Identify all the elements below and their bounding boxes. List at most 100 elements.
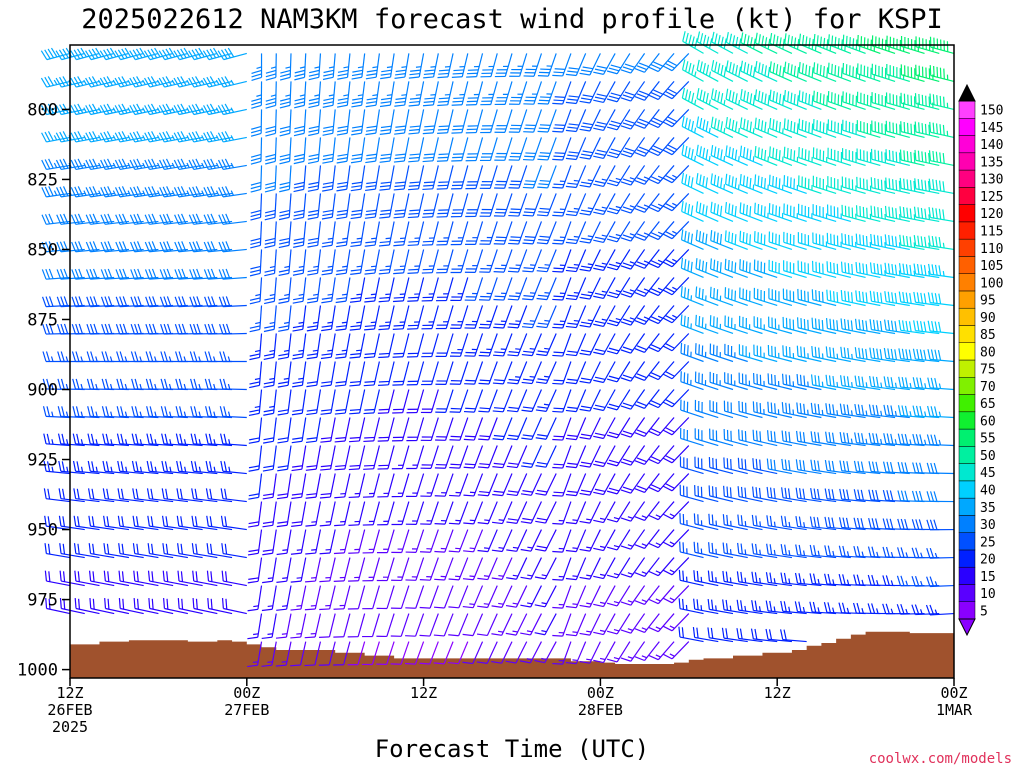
wind-barb bbox=[392, 361, 410, 386]
barb-staff bbox=[314, 557, 322, 582]
wind-barb bbox=[118, 598, 144, 615]
barb-flag bbox=[336, 160, 348, 164]
barb-flag bbox=[650, 64, 661, 70]
barb-staff bbox=[329, 585, 336, 610]
wind-barb bbox=[724, 315, 748, 335]
wind-barb bbox=[507, 361, 528, 385]
barb-staff bbox=[432, 81, 439, 106]
wind-barb bbox=[507, 333, 528, 357]
barb-flag bbox=[335, 300, 347, 304]
barb-half-flag bbox=[83, 79, 87, 85]
barb-staff bbox=[475, 81, 484, 105]
wind-barb bbox=[305, 417, 322, 444]
barb-flag bbox=[650, 260, 661, 266]
barb-flag bbox=[247, 664, 258, 668]
wind-barb bbox=[265, 81, 277, 109]
wind-barb bbox=[174, 268, 203, 280]
barb-staff bbox=[472, 557, 484, 580]
barb-flag bbox=[725, 145, 728, 156]
wind-barb bbox=[606, 53, 631, 75]
barb-staff bbox=[562, 529, 572, 553]
wind-barb bbox=[648, 501, 675, 521]
barb-flag bbox=[423, 209, 435, 212]
barb-flag bbox=[219, 406, 224, 417]
barb-flag bbox=[147, 186, 154, 197]
wind-barb bbox=[219, 378, 247, 391]
barb-half-flag bbox=[627, 572, 634, 575]
barb-staff bbox=[332, 81, 336, 106]
barb-flag bbox=[522, 378, 534, 381]
barb-flag bbox=[694, 38, 698, 49]
barb-flag bbox=[634, 544, 645, 550]
barb-flag bbox=[221, 241, 227, 252]
barb-flag bbox=[667, 88, 678, 95]
barb-flag bbox=[335, 356, 346, 359]
wind-barb bbox=[333, 613, 351, 638]
wind-barb bbox=[535, 529, 557, 552]
wind-barb bbox=[362, 501, 380, 526]
barb-flag bbox=[61, 461, 65, 472]
wind-barb bbox=[422, 165, 439, 191]
barb-flag bbox=[55, 132, 62, 143]
barb-flag bbox=[608, 291, 620, 296]
barb-half-flag bbox=[284, 265, 290, 269]
barb-flag bbox=[739, 628, 743, 640]
wind-barb bbox=[536, 305, 557, 329]
barb-flag bbox=[650, 344, 661, 350]
wind-barb bbox=[85, 268, 115, 280]
barb-flag bbox=[593, 407, 604, 412]
wind-barb bbox=[335, 249, 351, 276]
barb-flag bbox=[250, 244, 261, 249]
wind-barb bbox=[364, 221, 380, 247]
barb-flag bbox=[163, 351, 168, 362]
barb-flag bbox=[265, 97, 277, 102]
wind-barb bbox=[376, 529, 395, 554]
barb-staff bbox=[671, 417, 690, 436]
barb-flag bbox=[379, 240, 391, 244]
wind-barb bbox=[277, 333, 292, 360]
wind-barb bbox=[536, 221, 557, 245]
wind-barb bbox=[710, 201, 734, 223]
barb-flag bbox=[129, 159, 136, 170]
barb-half-flag bbox=[587, 291, 594, 294]
barb-flag bbox=[620, 601, 632, 606]
wind-barb bbox=[159, 296, 188, 308]
barb-flag bbox=[92, 103, 99, 114]
wind-barb bbox=[305, 445, 322, 471]
barb-flag bbox=[63, 268, 69, 279]
barb-flag bbox=[408, 212, 420, 215]
barb-flag bbox=[162, 570, 165, 582]
barb-flag bbox=[681, 116, 685, 127]
barb-staff bbox=[90, 248, 115, 253]
barb-flag bbox=[448, 578, 460, 581]
barb-half-flag bbox=[298, 293, 304, 296]
barb-flag bbox=[705, 233, 708, 245]
barb-flag bbox=[173, 50, 180, 60]
barb-flag bbox=[510, 236, 521, 239]
barb-staff bbox=[725, 70, 749, 82]
wind-barb bbox=[117, 460, 144, 475]
wind-barb bbox=[159, 158, 188, 171]
wind-barb bbox=[100, 241, 129, 253]
wind-barb bbox=[308, 81, 322, 109]
barb-flag bbox=[263, 409, 275, 413]
barb-staff bbox=[90, 164, 115, 171]
wind-barb bbox=[462, 613, 484, 637]
barb-half-flag bbox=[627, 516, 634, 519]
barb-flag bbox=[279, 153, 291, 158]
barb-flag bbox=[552, 578, 563, 581]
wind-barb bbox=[693, 570, 719, 587]
wind-barb bbox=[579, 361, 601, 384]
barb-flag bbox=[179, 488, 183, 500]
barb-staff bbox=[725, 240, 748, 251]
barb-flag bbox=[308, 73, 320, 77]
wind-barb bbox=[422, 109, 439, 135]
barb-half-flag bbox=[627, 656, 634, 659]
barb-staff bbox=[544, 585, 557, 608]
barb-flag bbox=[702, 34, 707, 46]
barb-half-flag bbox=[267, 577, 274, 580]
barb-flag bbox=[71, 323, 77, 335]
wind-barb bbox=[579, 585, 601, 608]
barb-staff bbox=[317, 193, 322, 218]
wind-barb bbox=[593, 249, 616, 272]
